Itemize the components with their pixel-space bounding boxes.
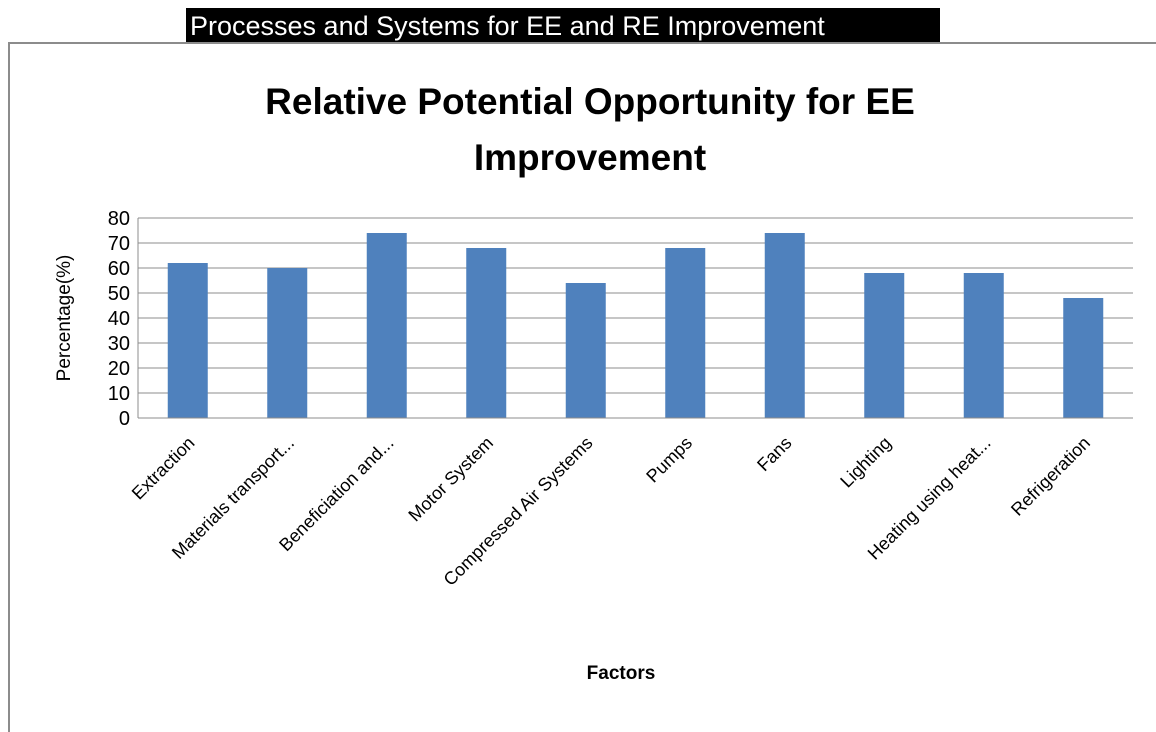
y-tick-label: 50 — [108, 283, 130, 305]
header-banner: Processes and Systems for EE and RE Impr… — [186, 8, 940, 44]
x-tick-label: Refrigeration — [1007, 433, 1094, 520]
x-tick-label: Motor System — [404, 433, 497, 526]
y-tick-label: 30 — [108, 333, 130, 355]
bar-chart: Relative Potential Opportunity for EE Im… — [54, 81, 1133, 684]
y-tick-label: 40 — [108, 308, 130, 330]
bar — [864, 273, 905, 418]
chart-frame — [8, 42, 1156, 732]
y-tick-label: 10 — [108, 383, 130, 405]
y-axis-label: Percentage(%) — [54, 255, 75, 382]
chart-title-line-1: Relative Potential Opportunity for EE — [265, 81, 915, 122]
bars — [167, 233, 1104, 418]
y-tick-label: 0 — [119, 408, 130, 430]
bar — [167, 263, 208, 418]
bar — [366, 233, 407, 418]
bar — [1063, 298, 1104, 418]
bar — [764, 233, 805, 418]
y-tick-labels: 0 10 20 30 40 50 60 70 80 — [108, 208, 130, 430]
bar — [665, 248, 706, 418]
axes — [137, 218, 1133, 419]
chart-title-line-2: Improvement — [474, 137, 706, 178]
x-tick-label: Extraction — [128, 433, 199, 504]
x-tick-label: Pumps — [642, 433, 696, 487]
bar — [565, 283, 606, 418]
bar — [963, 273, 1004, 418]
x-tick-label: Fans — [753, 433, 795, 475]
x-tick-label: Lighting — [836, 433, 895, 492]
y-tick-label: 60 — [108, 258, 130, 280]
y-tick-label: 80 — [108, 208, 130, 230]
y-tick-label: 70 — [108, 233, 130, 255]
x-axis-label: Factors — [587, 663, 656, 684]
y-tick-label: 20 — [108, 358, 130, 380]
bar — [466, 248, 507, 418]
bar — [267, 268, 308, 418]
